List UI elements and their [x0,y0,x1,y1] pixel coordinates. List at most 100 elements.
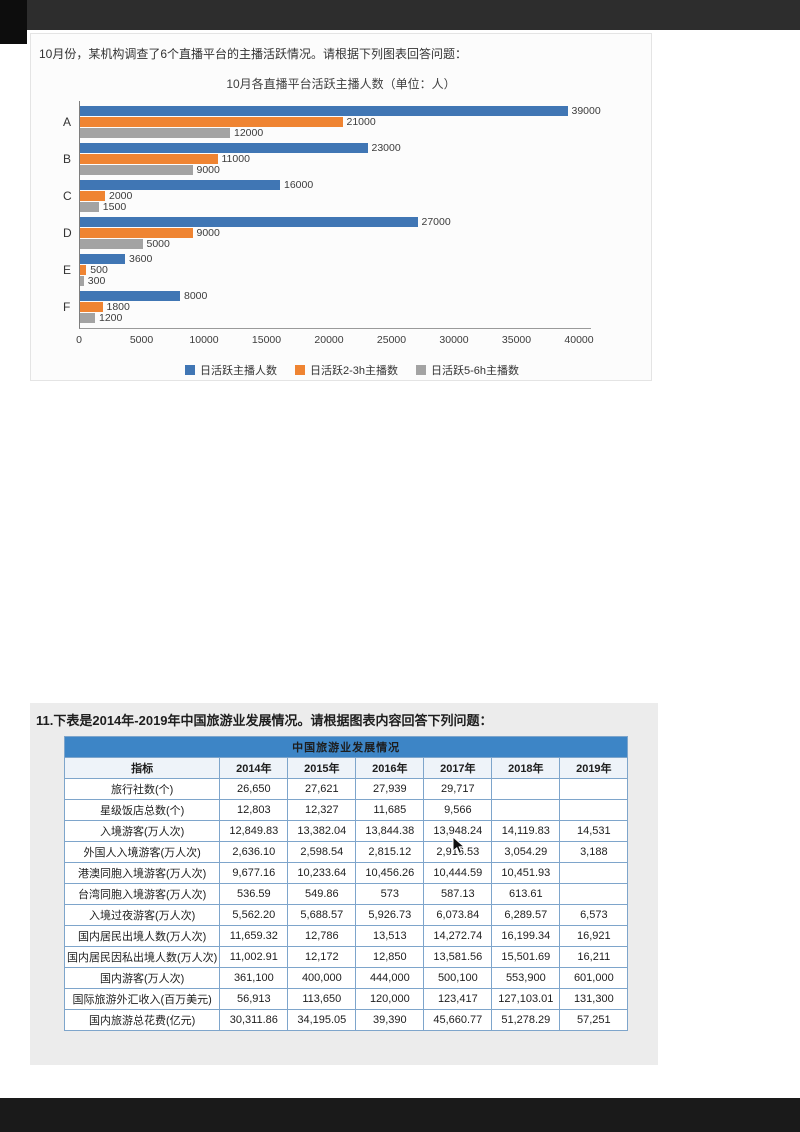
table-cell: 10,451.93 [491,862,561,884]
bar [80,202,99,212]
table-cell: 15,501.69 [491,946,561,968]
table-cell: 14,119.83 [491,820,561,842]
table-cell: 536.59 [219,883,289,905]
chart-title: 10月各直播平台活跃主播人数（单位：人） [226,77,456,91]
bar-value-label: 5000 [146,238,170,250]
legend-label: 日活跃5-6h主播数 [431,365,520,377]
table-cell: 30,311.86 [219,1009,289,1031]
row-label: 外国人入境游客(万人次) [63,841,221,863]
bar-row: 27000 [80,216,591,228]
row-label: 国内旅游总花费(亿元) [63,1009,221,1031]
table-cell: 11,659.32 [219,925,289,947]
question-11-text: 11.下表是2014年-2019年中国旅游业发展情况。请根据图表内容回答下列问题… [36,713,493,728]
table-row: 国内居民出境人数(万人次) 11,659.32 12,786 13,513 14,272… [63,925,629,947]
table-cell: 400,000 [287,967,357,989]
bar-group-A: A 39000 21000 12000 [63,105,601,139]
table-cell: 51,278.29 [491,1009,561,1031]
bar-value-label: 27000 [421,216,451,228]
table-cell: 2,815.12 [355,841,425,863]
table-row: 外国人入境游客(万人次) 2,636.10 2,598.54 2,815.12 2,91… [63,841,629,863]
table-cell: 26,650 [219,778,289,800]
cursor-icon [452,835,466,856]
bar-group-B: B 23000 11000 9000 [63,142,591,176]
row-label: 旅行社数(个) [63,778,221,800]
bar [80,291,180,301]
table-cell: 27,939 [355,778,425,800]
bar-row: 3600 [80,253,591,265]
bar-value-label: 1200 [99,312,123,324]
table-cell [491,778,561,800]
table-row: 国内旅游总花费(亿元) 30,311.86 34,195.05 39,390 45,66… [63,1009,629,1031]
bar-row: 8000 [80,290,591,302]
table-cell: 444,000 [355,967,425,989]
legend-item: 日活跃主播人数 [184,362,277,378]
table-cell: 5,926.73 [355,904,425,926]
column-header: 指标 [63,757,221,779]
table-row: 国内游客(万人次) 361,100 400,000 444,000 500,100 553… [63,967,629,989]
table-cell: 10,456.26 [355,862,425,884]
bar-row: 23000 [80,142,591,154]
bar-value-label: 11000 [221,153,250,165]
bar [80,254,125,264]
bar-value-label: 3600 [129,253,153,265]
table-cell: 553,900 [491,967,561,989]
table-row: 港澳同胞入境游客(万人次) 9,677.16 10,233.64 10,456.26 1… [63,862,629,884]
bar-value-label: 16000 [284,179,314,191]
table-cell: 39,390 [355,1009,425,1031]
table-cell: 6,289.57 [491,904,561,926]
table-cell: 6,573 [559,904,629,926]
table-cell: 57,251 [559,1009,629,1031]
category-label: E [63,263,72,277]
bar-value-label: 9000 [196,164,220,176]
table-cell: 587.13 [423,883,493,905]
legend-item: 日活跃2-3h主播数 [294,362,398,378]
table-cell: 6,073.84 [423,904,493,926]
category-label: A [63,115,72,129]
bar [80,302,103,312]
column-header: 2017年 [423,757,493,779]
table-cell: 16,211 [559,946,629,968]
x-axis-tick-label: 35000 [501,334,532,346]
x-axis: 0 5000 10000 15000 20000 25000 30000 35000 40000 [76,334,594,349]
table-cell: 5,562.20 [219,904,289,926]
table-cell: 10,444.59 [423,862,493,884]
table-cell: 12,172 [287,946,357,968]
bar-row: 39000 [80,105,601,117]
row-label: 台湾同胞入境游客(万人次) [63,883,221,905]
table-row: 国内居民因私出境人数(万人次) 11,002.91 12,172 12,850 13,5… [63,946,629,968]
x-axis-tick-label: 10000 [189,334,219,346]
bar [80,180,280,190]
table-cell: 127,103.01 [491,988,561,1010]
bar [80,117,343,127]
chart-legend: 日活跃主播人数 日活跃2-3h主播数 日活跃5-6h主播数 [53,362,651,378]
row-label: 国内游客(万人次) [63,967,221,989]
bar [80,106,568,116]
column-header: 2018年 [491,757,561,779]
bar-row: 21000 [80,116,591,128]
top-edge-bar [0,0,800,30]
bar-group-C: C 16000 2000 1500 [63,179,591,213]
row-label: 国内居民出境人数(万人次) [63,925,221,947]
tourism-table: 中国旅游业发展情况 指标 2014年 2015年 2016年 2017年 2018年 201… [63,736,629,1031]
bar-row: 300 [80,275,591,287]
table-cell: 113,650 [287,988,357,1010]
bar-value-label: 500 [90,264,108,276]
table-cell: 573 [355,883,425,905]
table-cell: 361,100 [219,967,289,989]
table-cell: 12,850 [355,946,425,968]
table-row: 入境过夜游客(万人次) 5,562.20 5,688.57 5,926.73 6,073… [63,904,629,926]
table-row: 旅行社数(个) 26,650 27,621 27,939 29,717 [63,778,629,800]
table-cell: 131,300 [559,988,629,1010]
bar-value-label: 2000 [109,190,133,202]
row-label: 国际旅游外汇收入(百万美元) [63,988,221,1010]
column-header: 2019年 [559,757,629,779]
table-row: 入境游客(万人次) 12,849.83 13,382.04 13,844.38 13,9… [63,820,629,842]
column-header: 2016年 [355,757,425,779]
bar-group-E: E 3600 500 300 [63,253,591,287]
table-cell [559,799,629,821]
legend-swatch [184,365,195,375]
table-cell: 14,531 [559,820,629,842]
row-label: 港澳同胞入境游客(万人次) [63,862,221,884]
bar-row: 12000 [80,127,591,139]
